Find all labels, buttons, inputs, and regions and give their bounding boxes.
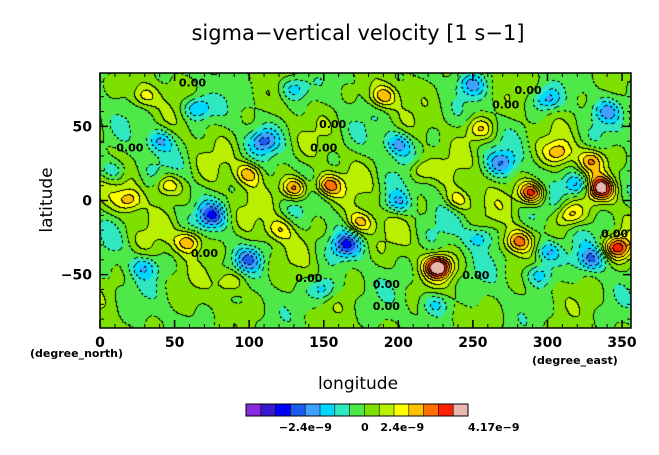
contour-label: 0.00 bbox=[116, 142, 143, 155]
chart-title: sigma−vertical velocity [1 s−1] bbox=[191, 21, 524, 45]
y-axis-ticks: 50 0 −50 bbox=[61, 81, 631, 320]
x-tick-label: 250 bbox=[458, 335, 487, 351]
colorbar-swatch bbox=[320, 404, 336, 416]
colorbar-swatch bbox=[305, 404, 321, 416]
colorbar-label: 2.4e−9 bbox=[380, 421, 424, 434]
colorbar bbox=[245, 403, 469, 417]
contour-label: 0.00 bbox=[373, 278, 400, 291]
contour-label: 0.00 bbox=[601, 228, 628, 241]
y-tick-label: −50 bbox=[61, 268, 92, 284]
x-axis-label: longitude bbox=[318, 374, 398, 394]
y-tick-label: 0 bbox=[82, 194, 92, 210]
colorbar-label: 4.17e−9 bbox=[468, 421, 519, 434]
x-tick-label: 300 bbox=[533, 335, 562, 351]
contour-label: 0.00 bbox=[179, 76, 206, 89]
colorbar-swatch bbox=[438, 404, 454, 416]
colorbar-labels: −2.4e−9 0 2.4e−9 4.17e−9 bbox=[279, 421, 520, 434]
x-axis-ticks: 0 50 100 150 200 250 300 350 bbox=[95, 73, 637, 351]
x-tick-label: 0 bbox=[95, 335, 105, 351]
colorbar-swatch bbox=[408, 404, 424, 416]
contour-label: 0.00 bbox=[492, 99, 519, 112]
colorbar-label: 0 bbox=[361, 421, 369, 434]
colorbar-swatch bbox=[275, 404, 291, 416]
plot-area: 0.00 0.00 0.00 0.00 0.00 0.00 0.00 0.00 0.00 0.00… bbox=[99, 72, 632, 329]
contour-label: 0.00 bbox=[373, 300, 400, 313]
contour-label: 0.00 bbox=[310, 142, 337, 155]
x-tick-label: 50 bbox=[165, 335, 185, 351]
colorbar-swatch bbox=[364, 404, 380, 416]
contour-labels: 0.00 0.00 0.00 0.00 0.00 0.00 0.00 0.00 0.00 0.00… bbox=[116, 76, 628, 313]
field-canvas bbox=[100, 73, 631, 328]
colorbar-swatch bbox=[423, 404, 439, 416]
contour-label: 0.00 bbox=[191, 247, 218, 260]
contour-label: 0.00 bbox=[319, 118, 346, 131]
x-tick-label: 100 bbox=[235, 335, 264, 351]
colorbar-swatch bbox=[394, 404, 410, 416]
contour-label: 0.00 bbox=[515, 84, 542, 97]
colorbar-swatch bbox=[379, 404, 395, 416]
y-axis-label: latitude bbox=[37, 167, 57, 232]
colorbar-label: −2.4e−9 bbox=[279, 421, 332, 434]
colorbar-swatch bbox=[246, 404, 262, 416]
y-tick-label: 50 bbox=[73, 119, 93, 135]
x-tick-label: 200 bbox=[384, 335, 413, 351]
colorbar-swatch bbox=[290, 404, 306, 416]
colorbar-swatch bbox=[260, 404, 276, 416]
contour-label: 0.00 bbox=[462, 269, 489, 282]
colorbar-swatch bbox=[334, 404, 350, 416]
colorbar-frame bbox=[245, 403, 469, 417]
contour-label: 0.00 bbox=[295, 272, 322, 285]
colorbar-swatch bbox=[453, 404, 469, 416]
field-raster bbox=[100, 73, 631, 328]
colorbar-swatch bbox=[349, 404, 365, 416]
x-tick-label: 350 bbox=[607, 335, 636, 351]
y-unit-label: (degree_north) bbox=[30, 347, 123, 360]
x-unit-label: (degree_east) bbox=[532, 354, 618, 367]
x-tick-label: 150 bbox=[309, 335, 338, 351]
